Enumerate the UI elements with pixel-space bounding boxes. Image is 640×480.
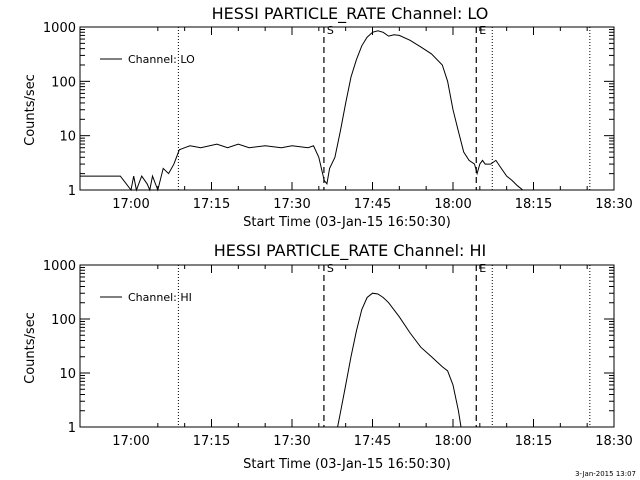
- y-tick-label: 1000: [43, 259, 76, 274]
- marker-label-s: S: [327, 24, 334, 37]
- series-line-0: [80, 30, 524, 192]
- y-tick-label: 100: [51, 75, 76, 90]
- x-tick-label: 17:30: [273, 434, 310, 449]
- x-tick-label: 18:30: [595, 434, 632, 449]
- marker-label-e: E: [479, 262, 486, 275]
- legend-label: Channel: LO: [128, 53, 195, 66]
- x-tick-label: 17:30: [273, 197, 310, 212]
- y-axis-label: Counts/sec: [23, 312, 38, 384]
- x-tick-label: 18:00: [434, 197, 471, 212]
- plot-frame: [79, 26, 615, 191]
- footer-timestamp: 3-Jan-2015 13:07: [575, 470, 636, 478]
- plot-frame: [79, 264, 615, 428]
- x-tick-label: 18:30: [595, 197, 632, 212]
- x-tick-label: 17:45: [354, 197, 391, 212]
- marker-label-e: E: [479, 24, 486, 37]
- y-tick-label: 1000: [43, 21, 76, 36]
- x-tick-label: 17:00: [112, 434, 149, 449]
- panel-hi: HESSI PARTICLE_RATE Channel: HI Counts/s…: [23, 241, 633, 472]
- x-tick-label: 17:00: [112, 197, 149, 212]
- marker-label-s: S: [327, 262, 334, 275]
- x-tick-label: 18:00: [434, 434, 471, 449]
- y-tick-label: 1: [68, 184, 76, 199]
- y-tick-label: 10: [59, 367, 76, 382]
- x-tick-label: 17:15: [193, 197, 230, 212]
- chart-title: HESSI PARTICLE_RATE Channel: LO: [212, 4, 489, 24]
- legend-label: Channel: HI: [128, 291, 192, 304]
- x-axis-label: Start Time (03-Jan-15 16:50:30): [243, 457, 451, 472]
- x-tick-label: 18:15: [515, 434, 552, 449]
- series-line-0: [337, 292, 462, 428]
- x-tick-label: 17:15: [193, 434, 230, 449]
- x-tick-label: 17:45: [354, 434, 391, 449]
- panel-lo: HESSI PARTICLE_RATE Channel: LO Counts/s…: [23, 4, 633, 230]
- y-axis-label: Counts/sec: [23, 74, 38, 146]
- y-tick-label: 1: [68, 421, 76, 436]
- y-tick-label: 10: [59, 130, 76, 145]
- x-axis-label: Start Time (03-Jan-15 16:50:30): [243, 215, 451, 230]
- y-tick-label: 100: [51, 313, 76, 328]
- x-tick-label: 18:15: [515, 197, 552, 212]
- chart-title: HESSI PARTICLE_RATE Channel: HI: [214, 241, 487, 261]
